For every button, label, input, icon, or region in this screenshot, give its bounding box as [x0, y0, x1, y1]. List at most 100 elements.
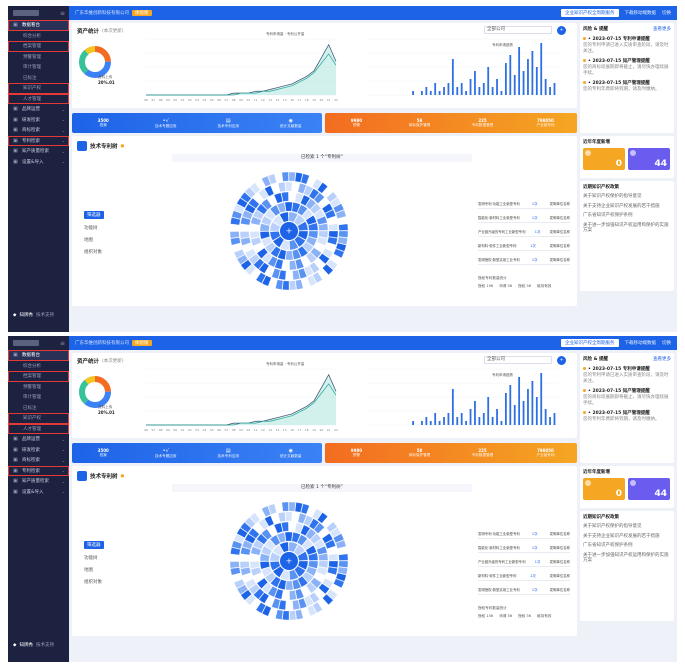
sunburst-segment[interactable] [256, 203, 268, 215]
table-row[interactable]: 发明专利·功能工业新型专利 1次 发明单位名称 [478, 198, 570, 209]
sunburst-segment[interactable] [317, 182, 328, 194]
sunburst-segment[interactable] [335, 539, 347, 549]
table-row[interactable]: 新材料·软件工业新型专利 1次 发明单位名称 [478, 570, 570, 581]
sidebar-item[interactable]: ▣ 品牌运营 ⌄ [8, 104, 69, 115]
sunburst-segment[interactable] [240, 546, 251, 556]
sunburst-segment[interactable] [312, 601, 323, 614]
sunburst-segment[interactable] [239, 561, 250, 569]
sidebar-item[interactable]: 知识产权 [8, 83, 69, 94]
sunburst-segment[interactable] [249, 182, 261, 194]
summary-segment[interactable]: ◉ 统计文献数量 [260, 113, 323, 133]
sunburst-segment[interactable] [241, 210, 253, 220]
sunburst-segment[interactable] [313, 539, 325, 550]
sunburst-segment[interactable] [312, 178, 323, 190]
sunburst-segment[interactable] [308, 560, 319, 569]
sunburst-segment[interactable] [318, 230, 329, 239]
sunburst-segment[interactable] [291, 202, 301, 213]
sunburst-segment[interactable] [244, 203, 256, 214]
year-tile[interactable]: 44 [628, 478, 670, 500]
control-item[interactable]: 筛选器 [84, 541, 104, 549]
sunburst-segment[interactable] [318, 553, 329, 561]
company-select[interactable]: 全部公司 [484, 356, 552, 364]
sunburst-center[interactable] [280, 222, 298, 240]
sunburst-segment[interactable] [259, 561, 270, 570]
sunburst-segment[interactable] [295, 258, 305, 270]
menu-icon[interactable]: ≡ [59, 339, 65, 347]
sunburst-segment[interactable] [333, 248, 345, 259]
sunburst-segment[interactable] [249, 231, 260, 239]
sunburst-segment[interactable] [267, 585, 278, 598]
sunburst-segment[interactable] [270, 576, 281, 588]
sunburst-segment[interactable] [240, 522, 252, 533]
sunburst-segment[interactable] [318, 223, 329, 231]
sunburst-segment[interactable] [277, 512, 286, 523]
sunburst-segment[interactable] [248, 583, 260, 595]
news-item[interactable]: • 2023-07-15 知产管理提醒 您的专利年费即将到期，请及时缴纳。 [583, 80, 671, 93]
sunburst-segment[interactable] [279, 541, 289, 553]
sunburst-segment[interactable] [269, 221, 281, 232]
sunburst-segment[interactable] [236, 254, 249, 265]
policy-item[interactable]: 关于知识产权保护的指导意见 [583, 524, 642, 529]
sunburst-segment[interactable] [300, 173, 310, 185]
sidebar-item[interactable]: 已标注 [8, 73, 69, 84]
sunburst-segment[interactable] [259, 231, 270, 240]
sunburst-segment[interactable] [252, 209, 265, 220]
sunburst-segment[interactable] [231, 210, 243, 220]
sunburst-segment[interactable] [264, 209, 276, 221]
sunburst-segment[interactable] [279, 239, 290, 251]
sunburst-segment[interactable] [267, 255, 278, 268]
sunburst-segment[interactable] [253, 258, 265, 270]
sunburst-segment[interactable] [300, 524, 311, 537]
sunburst-segment[interactable] [260, 545, 273, 556]
sunburst-segment[interactable] [282, 610, 290, 621]
sunburst-segment[interactable] [258, 188, 269, 200]
sunburst-segment[interactable] [326, 259, 338, 270]
sunburst-segment[interactable] [289, 590, 297, 601]
sidebar-item[interactable]: ▣ 数据看台 [8, 20, 69, 31]
sunburst-segment[interactable] [322, 578, 334, 589]
summary-segment[interactable]: ◉ 统计文献数量 [260, 443, 323, 463]
sidebar-item[interactable]: 综合分析 [8, 31, 69, 42]
sunburst-segment[interactable] [338, 230, 349, 238]
sunburst-segment[interactable] [271, 268, 281, 279]
sunburst-segment[interactable] [258, 262, 270, 274]
policy-item[interactable]: 关于进一步加强知识产权运用和保护的实施方案 [583, 552, 669, 564]
sunburst-segment[interactable] [281, 521, 289, 532]
sunburst-segment[interactable] [318, 583, 330, 595]
sunburst-segment[interactable] [261, 605, 272, 617]
sunburst-segment[interactable] [282, 280, 290, 291]
sunburst-segment[interactable] [295, 279, 304, 290]
company-select[interactable]: 全部公司 [484, 26, 552, 34]
sunburst-segment[interactable] [272, 214, 284, 227]
sunburst-segment[interactable] [277, 249, 287, 260]
sunburst-segment[interactable] [303, 265, 314, 277]
sunburst-segment[interactable] [312, 271, 323, 284]
sunburst-segment[interactable] [333, 203, 345, 214]
summary-segment[interactable]: 225 专利数据管理 [451, 443, 514, 463]
summary-segment[interactable]: 58 商标保护管理 [388, 443, 451, 463]
sunburst-segment[interactable] [329, 197, 342, 208]
sunburst-segment[interactable] [240, 259, 252, 271]
sidebar-item[interactable]: 知识产权 [8, 413, 69, 424]
sunburst-segment[interactable] [264, 185, 275, 197]
sunburst-segment[interactable] [269, 534, 281, 547]
sunburst-segment[interactable] [244, 533, 256, 544]
sunburst-segment[interactable] [309, 262, 320, 274]
sunburst-segment[interactable] [274, 588, 284, 600]
sunburst-segment[interactable] [324, 209, 336, 219]
year-tile[interactable]: 0 [583, 478, 625, 500]
download-link[interactable]: 下载移动端数据 [624, 341, 657, 346]
sunburst-segment[interactable] [333, 578, 345, 589]
sunburst-segment[interactable] [328, 553, 339, 561]
sidebar-item[interactable]: 档案管理 [8, 41, 69, 52]
sunburst-segment[interactable] [333, 533, 345, 544]
sunburst-segment[interactable] [294, 192, 304, 204]
sunburst-segment[interactable] [326, 521, 338, 533]
sunburst-segment[interactable] [310, 577, 322, 589]
sunburst-segment[interactable] [326, 589, 338, 600]
sidebar-item[interactable]: 审计管理 [8, 392, 69, 403]
table-row[interactable]: 发明专利·功能工业新型专利 1次 发明单位名称 [478, 528, 570, 539]
sunburst-segment[interactable] [305, 236, 318, 247]
policy-item[interactable]: 关于支持企业知识产权发展的若干措施 [583, 203, 660, 209]
news-item[interactable]: • 2023-07-15 知产管理提醒 您的商标续展期即将截止，请尽快办理续展手续… [583, 388, 671, 406]
